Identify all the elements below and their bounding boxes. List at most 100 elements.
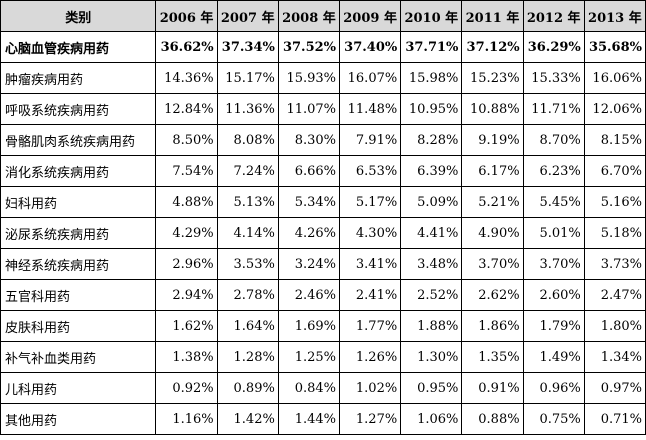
value-cell: 6.66%	[277, 155, 341, 187]
value-cell: 5.17%	[339, 186, 402, 218]
value-cell: 5.09%	[400, 186, 463, 218]
value-cell: 0.84%	[277, 372, 341, 404]
value-cell: 1.02%	[339, 372, 402, 404]
value-cell: 8.28%	[400, 124, 463, 156]
value-cell: 1.16%	[155, 403, 218, 435]
value-cell: 1.62%	[155, 310, 218, 342]
value-cell: 36.29%	[522, 31, 585, 63]
category-cell: 补气补血类用药	[0, 341, 157, 373]
value-cell: 1.42%	[216, 403, 279, 435]
value-cell: 1.69%	[277, 310, 341, 342]
value-cell: 0.91%	[461, 372, 524, 404]
value-cell: 4.14%	[216, 217, 279, 249]
value-cell: 12.06%	[583, 93, 646, 125]
value-cell: 1.77%	[339, 310, 402, 342]
value-cell: 5.13%	[216, 186, 279, 218]
value-cell: 37.52%	[277, 31, 341, 63]
category-cell: 泌尿系统疾病用药	[0, 217, 157, 249]
table-row: 其他用药 1.16% 1.42% 1.44% 1.27% 1.06% 0.88% 0.75% 0…	[0, 403, 646, 435]
table-row: 泌尿系统疾病用药 4.29% 4.14% 4.26% 4.30% 4.41% 4.90% 5.…	[0, 217, 646, 249]
value-cell: 11.36%	[216, 93, 279, 125]
value-cell: 3.53%	[216, 248, 279, 280]
value-cell: 0.95%	[400, 372, 463, 404]
value-cell: 1.30%	[400, 341, 463, 373]
value-cell: 6.70%	[583, 155, 646, 187]
category-cell: 神经系统疾病用药	[0, 248, 157, 280]
value-cell: 35.68%	[583, 31, 646, 63]
value-cell: 16.06%	[583, 62, 646, 94]
category-cell: 心脑血管疾病用药	[0, 31, 157, 63]
value-cell: 2.96%	[155, 248, 218, 280]
table-row: 呼吸系统疾病用药 12.84% 11.36% 11.07% 11.48% 10.95% 10…	[0, 93, 646, 125]
value-cell: 11.48%	[339, 93, 402, 125]
value-cell: 1.80%	[583, 310, 646, 342]
value-cell: 2.46%	[277, 279, 341, 311]
value-cell: 8.08%	[216, 124, 279, 156]
value-cell: 8.15%	[583, 124, 646, 156]
value-cell: 3.70%	[522, 248, 585, 280]
header-year-2013: 2013 年	[583, 0, 646, 32]
value-cell: 5.16%	[583, 186, 646, 218]
table-row: 神经系统疾病用药 2.96% 3.53% 3.24% 3.41% 3.48% 3.70% 3.…	[0, 248, 646, 280]
header-year-2012: 2012 年	[522, 0, 585, 32]
value-cell: 6.39%	[400, 155, 463, 187]
value-cell: 12.84%	[155, 93, 218, 125]
value-cell: 5.45%	[522, 186, 585, 218]
value-cell: 37.34%	[216, 31, 279, 63]
value-cell: 4.29%	[155, 217, 218, 249]
value-cell: 1.86%	[461, 310, 524, 342]
table-row: 补气补血类用药 1.38% 1.28% 1.25% 1.26% 1.30% 1.35% 1.4…	[0, 341, 646, 373]
header-year-2010: 2010 年	[400, 0, 463, 32]
value-cell: 4.88%	[155, 186, 218, 218]
category-cell: 骨骼肌肉系统疾病用药	[0, 124, 157, 156]
value-cell: 2.94%	[155, 279, 218, 311]
value-cell: 4.41%	[400, 217, 463, 249]
value-cell: 15.23%	[461, 62, 524, 94]
value-cell: 3.70%	[461, 248, 524, 280]
category-cell: 皮肤科用药	[0, 310, 157, 342]
value-cell: 9.19%	[461, 124, 524, 156]
value-cell: 6.23%	[522, 155, 585, 187]
value-cell: 36.62%	[155, 31, 218, 63]
value-cell: 0.89%	[216, 372, 279, 404]
value-cell: 0.75%	[522, 403, 585, 435]
value-cell: 1.25%	[277, 341, 341, 373]
value-cell: 5.01%	[522, 217, 585, 249]
header-year-2006: 2006 年	[155, 0, 218, 32]
value-cell: 2.52%	[400, 279, 463, 311]
value-cell: 1.28%	[216, 341, 279, 373]
value-cell: 1.64%	[216, 310, 279, 342]
value-cell: 2.62%	[461, 279, 524, 311]
value-cell: 6.17%	[461, 155, 524, 187]
value-cell: 3.41%	[339, 248, 402, 280]
value-cell: 11.71%	[522, 93, 585, 125]
value-cell: 7.54%	[155, 155, 218, 187]
value-cell: 2.78%	[216, 279, 279, 311]
table-row: 儿科用药 0.92% 0.89% 0.84% 1.02% 0.95% 0.91% 0.96% 0…	[0, 372, 646, 404]
value-cell: 5.18%	[583, 217, 646, 249]
value-cell: 7.91%	[339, 124, 402, 156]
header-row: 类别 2006 年 2007 年 2008 年 2009 年 2010 年 20…	[0, 0, 646, 32]
value-cell: 10.88%	[461, 93, 524, 125]
value-cell: 7.24%	[216, 155, 279, 187]
value-cell: 1.88%	[400, 310, 463, 342]
header-year-2007: 2007 年	[216, 0, 279, 32]
value-cell: 15.33%	[522, 62, 585, 94]
value-cell: 4.30%	[339, 217, 402, 249]
value-cell: 8.50%	[155, 124, 218, 156]
category-cell: 五官科用药	[0, 279, 157, 311]
value-cell: 1.38%	[155, 341, 218, 373]
value-cell: 1.34%	[583, 341, 646, 373]
header-year-2009: 2009 年	[339, 0, 402, 32]
value-cell: 8.30%	[277, 124, 341, 156]
value-cell: 1.49%	[522, 341, 585, 373]
header-year-2008: 2008 年	[277, 0, 341, 32]
value-cell: 6.53%	[339, 155, 402, 187]
value-cell: 1.27%	[339, 403, 402, 435]
value-cell: 1.79%	[522, 310, 585, 342]
value-cell: 11.07%	[277, 93, 341, 125]
category-cell: 呼吸系统疾病用药	[0, 93, 157, 125]
value-cell: 37.40%	[339, 31, 402, 63]
value-cell: 0.88%	[461, 403, 524, 435]
